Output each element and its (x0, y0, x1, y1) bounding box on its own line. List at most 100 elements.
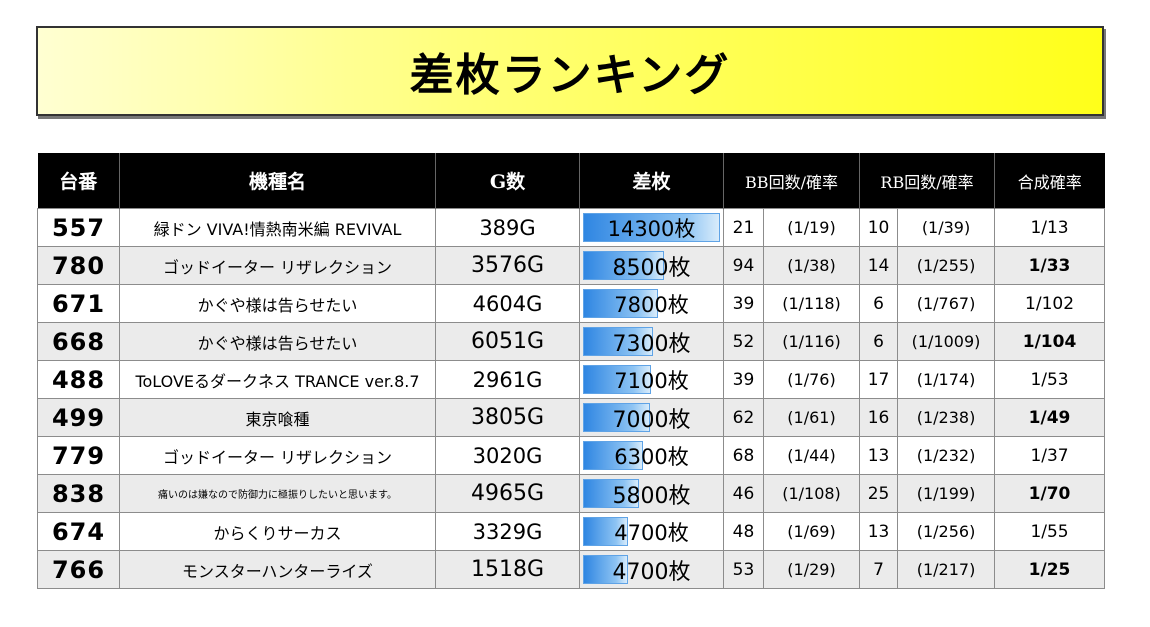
ranking-table: 台番 機種名 G数 差枚 BB回数/確率 RB回数/確率 合成確率 557 緑ドン… (37, 153, 1106, 589)
difference-bar (583, 365, 652, 394)
difference-value: 14300枚 (607, 216, 696, 241)
bb-count: 68 (723, 436, 764, 475)
difference-cell: 5800枚 (579, 474, 724, 513)
bb-rate: (1/118) (762, 284, 861, 323)
model-name: かぐや様は告らせたい (119, 284, 436, 323)
combined-rate: 1/53 (994, 360, 1106, 399)
difference-value: 4700枚 (614, 520, 689, 545)
table-row: 499 東京喰種 3805G 7000枚 62 (1/61) 16 (1/238) 1/49 (37, 398, 1106, 437)
difference-cell: 7800枚 (579, 284, 724, 323)
difference-value: 8500枚 (612, 255, 691, 281)
header-model-name: 機種名 (119, 153, 436, 209)
rb-rate: (1/217) (897, 550, 996, 589)
bb-rate: (1/116) (762, 322, 861, 361)
game-count: 1518G (435, 550, 580, 589)
bb-rate: (1/69) (762, 512, 861, 551)
table-row: 668 かぐや様は告らせたい 6051G 7300枚 52 (1/116) 6 (1/1009… (37, 322, 1106, 361)
model-name: 痛いのは嫌なので防御力に極振りしたいと思います。 (119, 474, 436, 513)
bb-count: 62 (723, 398, 764, 437)
machine-number: 838 (37, 474, 120, 513)
game-count: 3329G (435, 512, 580, 551)
header-machine-number: 台番 (37, 153, 120, 209)
rb-rate: (1/256) (897, 512, 996, 551)
rb-rate: (1/1009) (897, 322, 996, 361)
model-name: ゴッドイーター リザレクション (119, 246, 436, 285)
difference-bar (583, 555, 629, 584)
rb-count: 7 (859, 550, 899, 589)
difference-value: 7000枚 (612, 407, 691, 433)
difference-cell: 7000枚 (579, 398, 724, 437)
game-count: 2961G (435, 360, 580, 399)
bb-count: 39 (723, 360, 764, 399)
table-row: 780 ゴッドイーター リザレクション 3576G 8500枚 94 (1/38) 14 (1… (37, 246, 1106, 285)
table-row: 674 からくりサーカス 3329G 4700枚 48 (1/69) 13 (1/256) 1/… (37, 512, 1106, 551)
combined-rate: 1/37 (994, 436, 1106, 475)
difference-cell: 14300枚 (579, 208, 724, 247)
machine-number: 780 (37, 246, 120, 285)
bb-rate: (1/38) (762, 246, 861, 285)
difference-value: 7300枚 (612, 331, 691, 357)
game-count: 4604G (435, 284, 580, 323)
game-count: 6051G (435, 322, 580, 361)
difference-bar (583, 517, 629, 546)
table-row: 766 モンスターハンターライズ 1518G 4700枚 53 (1/29) 7 (1/217… (37, 550, 1106, 589)
combined-rate: 1/102 (994, 284, 1106, 323)
difference-bar (583, 251, 665, 280)
rb-rate: (1/232) (897, 436, 996, 475)
bb-rate: (1/61) (762, 398, 861, 437)
difference-bar (583, 441, 644, 470)
model-name: モンスターハンターライズ (119, 550, 436, 589)
combined-rate: 1/49 (994, 398, 1106, 437)
rb-rate: (1/174) (897, 360, 996, 399)
table-row: 671 かぐや様は告らせたい 4604G 7800枚 39 (1/118) 6 (1/767)… (37, 284, 1106, 323)
rb-count: 6 (859, 322, 899, 361)
page-title: 差枚ランキング (409, 50, 731, 101)
combined-rate: 1/55 (994, 512, 1106, 551)
rb-count: 13 (859, 436, 899, 475)
table-row: 838 痛いのは嫌なので防御力に極振りしたいと思います。 4965G 5800枚 46(… (37, 474, 1106, 513)
difference-bar (583, 289, 658, 318)
bb-count: 21 (723, 208, 764, 247)
bb-rate: (1/108) (762, 474, 861, 513)
rb-count: 6 (859, 284, 899, 323)
difference-bar (583, 213, 720, 242)
bb-rate: (1/44) (762, 436, 861, 475)
header-bb: BB回数/確率 (722, 153, 860, 209)
difference-cell: 7100枚 (579, 360, 724, 399)
rb-count: 14 (859, 246, 899, 285)
table-header: 台番 機種名 G数 差枚 BB回数/確率 RB回数/確率 合成確率 (37, 153, 1105, 209)
game-count: 3805G (435, 398, 580, 437)
model-name: かぐや様は告らせたい (119, 322, 436, 361)
difference-value: 5800枚 (612, 483, 691, 509)
difference-cell: 4700枚 (579, 512, 724, 551)
table-body: 557 緑ドン VIVA!情熱南米編 REVIVAL 389G 14300枚 21 (1/… (37, 208, 1106, 589)
header-combined: 合成確率 (994, 153, 1105, 209)
header-difference: 差枚 (579, 153, 724, 209)
machine-number: 766 (37, 550, 120, 589)
table-row: 779 ゴッドイーター リザレクション 3020G 6300枚 68 (1/44) 13 (1… (37, 436, 1106, 475)
rb-count: 10 (859, 208, 899, 247)
bb-rate: (1/29) (762, 550, 861, 589)
rb-count: 13 (859, 512, 899, 551)
machine-number: 488 (37, 360, 120, 399)
table-row: 557 緑ドン VIVA!情熱南米編 REVIVAL 389G 14300枚 21 (1/… (37, 208, 1106, 247)
combined-rate: 1/13 (994, 208, 1106, 247)
rb-count: 25 (859, 474, 899, 513)
combined-rate: 1/104 (994, 322, 1106, 361)
machine-number: 671 (37, 284, 120, 323)
bb-rate: (1/76) (762, 360, 861, 399)
bb-count: 94 (723, 246, 764, 285)
difference-bar (583, 327, 653, 356)
difference-cell: 7300枚 (579, 322, 724, 361)
combined-rate: 1/25 (994, 550, 1106, 589)
difference-value: 7800枚 (614, 292, 689, 317)
difference-bar (583, 479, 639, 508)
model-name: 東京喰種 (119, 398, 436, 437)
rb-rate: (1/39) (897, 208, 996, 247)
bb-count: 53 (723, 550, 764, 589)
bb-count: 39 (723, 284, 764, 323)
game-count: 3576G (435, 246, 580, 285)
game-count: 3020G (435, 436, 580, 475)
machine-number: 779 (37, 436, 120, 475)
header-game-count: G数 (435, 153, 580, 209)
